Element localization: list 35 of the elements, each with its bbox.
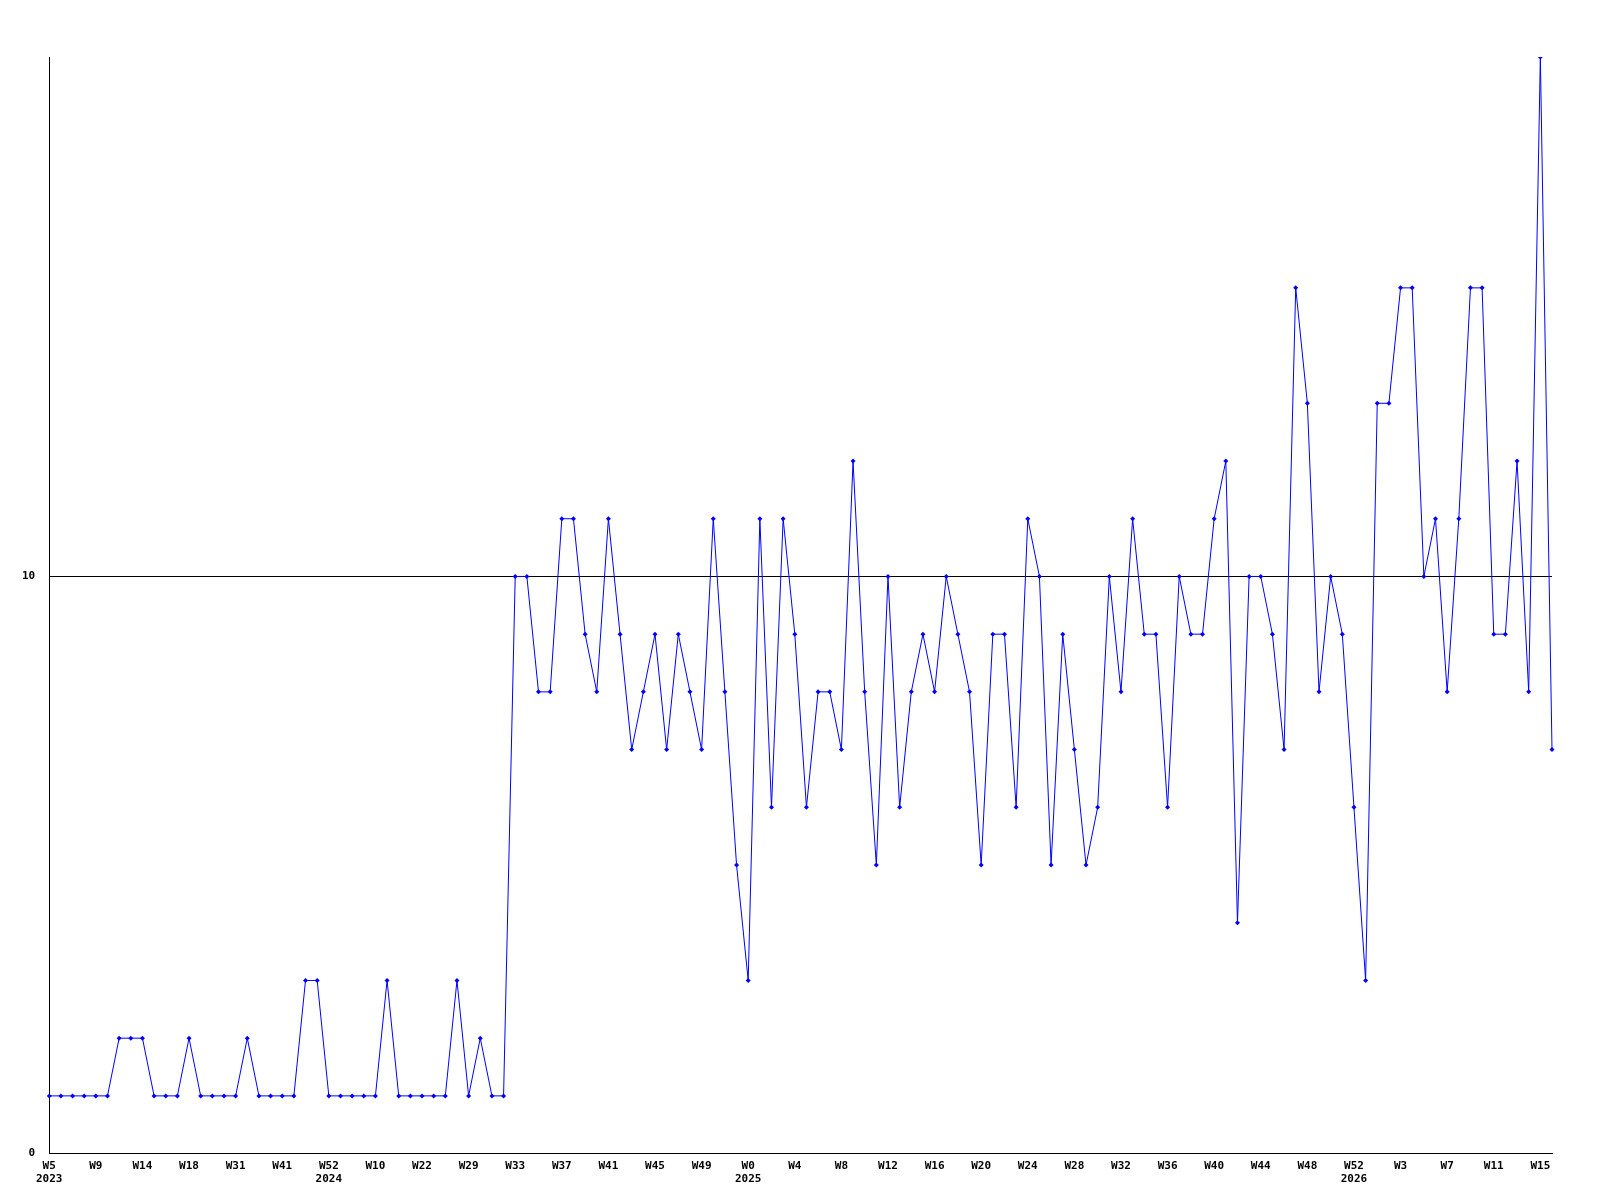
y-tick-label: 0: [28, 1146, 36, 1160]
x-tick-label: W52 2026: [1340, 1159, 1368, 1186]
x-tick-label: W40: [1204, 1159, 1225, 1173]
x-tick-label: W15: [1530, 1159, 1551, 1173]
x-tick-label: W28: [1064, 1159, 1085, 1173]
x-tick-label: W24: [1017, 1159, 1039, 1173]
x-tick-label: W37: [551, 1159, 572, 1173]
x-tick-label: W18: [179, 1159, 199, 1173]
x-tick-label: W41: [272, 1159, 293, 1173]
x-tick-label: W3: [1393, 1159, 1408, 1173]
x-tick-label: W52 2024: [315, 1159, 343, 1186]
x-tick-label: W12: [878, 1159, 898, 1173]
x-tick-label: W33: [505, 1159, 526, 1173]
x-tick-label: W22: [412, 1159, 432, 1173]
x-tick-label: W4: [788, 1159, 802, 1173]
x-tick-label: W48: [1297, 1159, 1318, 1173]
x-tick-label: W5 2023: [36, 1159, 63, 1186]
y-tick-label: 10: [22, 569, 36, 583]
x-tick-label: W9: [89, 1159, 103, 1173]
x-tick-label: W29: [458, 1159, 479, 1173]
x-tick-label: W14: [132, 1159, 153, 1173]
x-tick-label: W7: [1440, 1159, 1454, 1173]
x-tick-label: W20: [971, 1159, 992, 1173]
x-tick-label: W8: [834, 1159, 849, 1173]
x-tick-label: W16: [924, 1159, 945, 1173]
x-tick-label: W0 2025: [734, 1159, 762, 1186]
x-tick-label: W36: [1157, 1159, 1178, 1173]
x-tick-label: W44: [1250, 1159, 1272, 1173]
x-tick-label: W45: [645, 1159, 665, 1173]
x-tick-label: W31: [225, 1159, 246, 1173]
x-tick-label: W49: [691, 1159, 712, 1173]
x-tick-label: W32: [1111, 1159, 1131, 1173]
x-tick-label: W10: [365, 1159, 386, 1173]
x-tick-label: W41: [598, 1159, 619, 1173]
x-tick-label: W11: [1483, 1159, 1505, 1173]
